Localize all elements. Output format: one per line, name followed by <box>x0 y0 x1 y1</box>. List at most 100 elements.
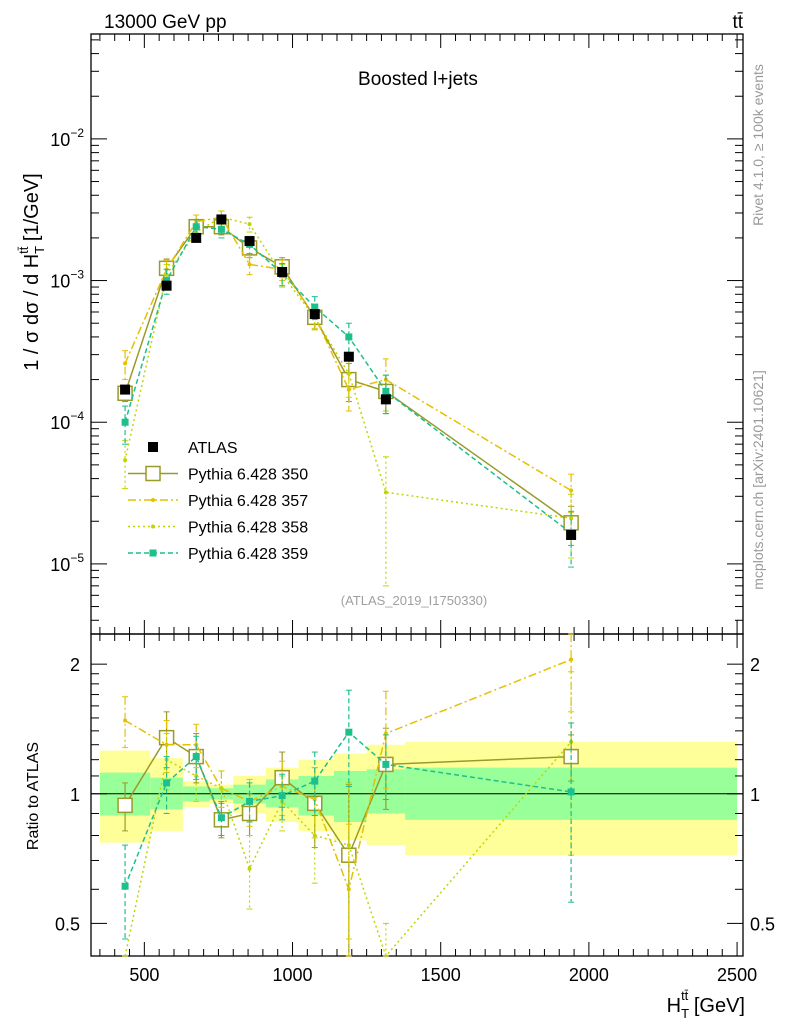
series-marker <box>569 488 574 493</box>
mc-series <box>117 210 579 958</box>
atlas-data-point <box>216 214 227 225</box>
ratio-y-tick-label: 2 <box>70 655 80 675</box>
series-ratio-line <box>124 731 572 887</box>
legend-entry: Pythia 6.428 350 <box>128 465 308 484</box>
x-tick-label: 2500 <box>717 965 757 985</box>
main-y-tick-label: 10−4 <box>50 409 84 433</box>
series-marker <box>163 277 171 285</box>
series-marker <box>247 262 252 267</box>
series-ratio-marker <box>163 779 171 787</box>
x-axis-label: HTtt̄ [GeV] <box>667 988 745 1021</box>
series-marker <box>123 361 128 366</box>
ratio-y-tick-label-right: 1 <box>750 785 760 805</box>
legend-label: Pythia 6.428 358 <box>188 520 308 537</box>
main-y-tick-label: 10−2 <box>50 126 84 150</box>
legend-marker <box>145 465 161 482</box>
ratio-y-tick-label: 0.5 <box>55 914 80 934</box>
series-ratio-marker <box>345 728 353 736</box>
series-marker <box>123 458 128 463</box>
main-frame <box>90 33 744 635</box>
series-ratio-marker <box>569 657 574 662</box>
series-ratio-marker <box>246 797 254 805</box>
series-ratio-marker <box>123 718 128 723</box>
series-marker <box>383 490 388 495</box>
analysis-id: (ATLAS_2019_I1750330) <box>341 593 487 608</box>
series-ratio-marker <box>567 788 575 796</box>
series-marker <box>346 371 351 376</box>
series-marker <box>247 222 252 227</box>
inner-band-bin <box>334 770 367 822</box>
main-y-tick-label: 10−5 <box>50 551 84 575</box>
series-ratio-line <box>124 658 572 892</box>
series-marker <box>192 223 200 231</box>
series-line <box>124 225 572 524</box>
series-ratio-marker <box>217 814 225 822</box>
series-ratio-marker <box>312 833 317 838</box>
ratio-y-tick-label: 1 <box>70 785 80 805</box>
axis-ticks: 500 1000 1500 2000 2500 10−5 10−4 10−3 10−2 0.5 0.… <box>50 34 775 985</box>
atlas-data-point <box>244 236 255 247</box>
legend-entry: Pythia 6.428 359 <box>128 546 308 563</box>
series-ratio-marker <box>278 792 286 800</box>
legend-label: ATLAS <box>188 440 238 457</box>
legend-marker <box>151 524 155 529</box>
process-label: tt̄ <box>732 12 743 33</box>
x-tick-label: 1000 <box>273 965 313 985</box>
series-marker <box>217 225 225 233</box>
x-tick-label: 1500 <box>421 965 461 985</box>
ratio-frame <box>90 633 744 957</box>
beam-label: 13000 GeV pp <box>104 12 227 33</box>
mcplots-credit-label: mcplots.cern.ch [arXiv:2401.10621] <box>750 370 766 589</box>
atlas-data-point <box>191 232 202 243</box>
series-ratio-marker <box>346 843 351 848</box>
atlas-data-point <box>161 280 172 291</box>
legend-label: Pythia 6.428 359 <box>188 546 308 563</box>
series-marker <box>121 418 129 426</box>
legend: ATLAS Pythia 6.428 350 Pythia 6.428 357 Pyt… <box>128 440 308 563</box>
atlas-data-point <box>380 394 391 405</box>
x-tick-label: 500 <box>129 965 159 985</box>
series-ratio-marker <box>311 777 319 785</box>
atlas-data-point <box>309 309 320 320</box>
series-marker <box>345 333 353 341</box>
ratio-y-tick-label-right: 0.5 <box>750 914 775 934</box>
atlas-data-point <box>566 529 577 540</box>
legend-marker <box>148 442 158 452</box>
main-y-tick-label: 10−3 <box>50 268 84 292</box>
legend-entry: Pythia 6.428 357 <box>128 493 308 510</box>
series-ratio-marker <box>247 866 252 871</box>
atlas-data-point <box>120 384 131 395</box>
atlas-data-point <box>277 266 288 277</box>
legend-label: Pythia 6.428 350 <box>188 467 308 484</box>
atlas-data <box>120 214 577 540</box>
series-ratio-marker <box>194 773 199 778</box>
legend-label: Pythia 6.428 357 <box>188 493 308 510</box>
series-ratio-marker <box>219 786 224 791</box>
series-ratio-marker <box>192 753 200 761</box>
plot-title: Boosted l+jets <box>358 69 478 90</box>
atlas-data-point <box>343 351 354 362</box>
series-ratio-marker <box>117 797 133 814</box>
x-tick-label: 2000 <box>569 965 609 985</box>
series-ratio-line <box>124 741 572 958</box>
series-marker <box>164 272 169 277</box>
ratio-y-tick-label-right: 2 <box>750 655 760 675</box>
series-marker <box>382 387 390 395</box>
legend-entry: Pythia 6.428 358 <box>128 520 308 537</box>
series-marker <box>569 516 574 521</box>
series-marker <box>346 387 351 392</box>
legend-marker <box>151 498 155 502</box>
series-ratio-marker <box>121 882 129 890</box>
series-line <box>124 216 572 492</box>
legend-marker <box>149 549 157 557</box>
main-plot-frame <box>90 33 744 635</box>
series-line <box>124 225 572 534</box>
ratio-plot-frame <box>90 633 744 957</box>
legend-entry: ATLAS <box>148 440 238 457</box>
ratio-y-axis-label: Ratio to ATLAS <box>25 742 42 850</box>
rivet-version-label: Rivet 4.1.0, ≥ 100k events <box>750 64 766 226</box>
series-ratio-marker <box>382 760 390 768</box>
series-marker <box>311 303 319 311</box>
main-y-axis-label: 1 / σ dσ / d HTtt̄ [1/GeV] <box>16 173 47 371</box>
